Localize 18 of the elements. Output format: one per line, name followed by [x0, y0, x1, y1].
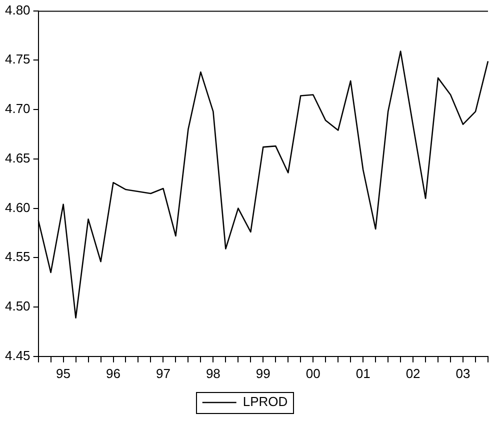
- y-tick-label: 4.80: [4, 2, 30, 18]
- x-tick-label: 96: [106, 366, 120, 381]
- x-tick-label: 01: [356, 366, 370, 381]
- x-tick-label: 03: [456, 366, 470, 381]
- y-tick-label: 4.45: [4, 348, 30, 363]
- legend-label: LPROD: [242, 394, 288, 410]
- x-tick-label: 95: [56, 366, 71, 381]
- x-tick-label: 98: [206, 366, 220, 381]
- y-tick-label: 4.55: [4, 249, 30, 264]
- y-tick-label: 4.65: [4, 150, 30, 166]
- y-tick-label: 4.70: [4, 101, 30, 116]
- x-tick-label: 99: [256, 366, 270, 381]
- y-tick-label: 4.75: [4, 52, 30, 67]
- x-tick-label: 00: [306, 366, 320, 381]
- x-tick-label: 02: [406, 366, 420, 381]
- y-tick-label: 4.50: [4, 298, 30, 314]
- x-tick-label: 97: [156, 366, 170, 381]
- y-tick-label: 4.60: [4, 200, 30, 215]
